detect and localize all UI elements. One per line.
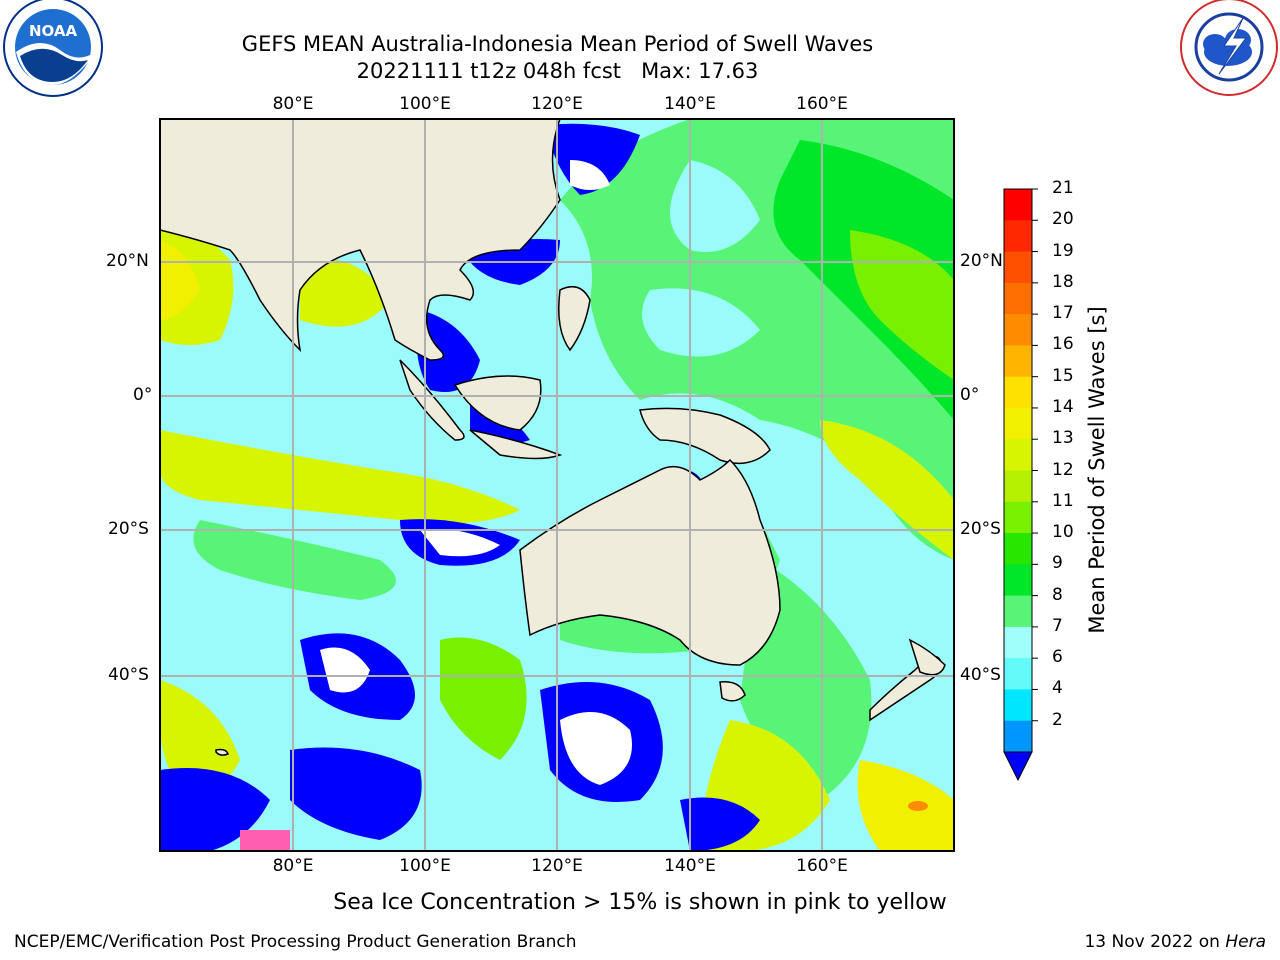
colorbar-tick-label: 2 xyxy=(1052,709,1063,730)
colorbar-tick-label: 21 xyxy=(1052,178,1074,198)
chart-title: GEFS MEAN Australia-Indonesia Mean Perio… xyxy=(241,32,874,56)
lon-label-top-100e: 100°E xyxy=(399,94,451,114)
colorbar xyxy=(1003,188,1038,782)
noaa-logo-text: NOAA xyxy=(29,22,78,40)
lon-label-top-140e: 140°E xyxy=(664,94,716,114)
branch-credit: NCEP/EMC/Verification Post Processing Pr… xyxy=(14,932,577,952)
colorbar-segment xyxy=(1004,439,1032,471)
lon-label-bottom-120e: 120°E xyxy=(531,856,583,876)
colorbar-segment xyxy=(1004,251,1032,284)
lon-label-top-160e: 160°E xyxy=(796,94,848,114)
colorbar-segment xyxy=(1004,533,1032,565)
lon-label-bottom-160e: 160°E xyxy=(796,856,848,876)
colorbar-tick-label: 18 xyxy=(1052,271,1074,292)
colorbar-segment xyxy=(1004,345,1032,378)
noaa-logo: NOAA xyxy=(3,0,103,97)
colorbar-segment xyxy=(1004,501,1032,534)
colorbar-segment xyxy=(1004,564,1032,597)
lon-label-top-80e: 80°E xyxy=(272,94,314,114)
lon-label-top-120e: 120°E xyxy=(531,94,583,114)
swell-period-field xyxy=(160,119,954,851)
chart-subtitle: 20221111 t12z 048h fcst Max: 17.63 xyxy=(356,59,759,83)
colorbar-tick-label: 7 xyxy=(1052,615,1063,636)
colorbar-tick-label: 14 xyxy=(1052,396,1074,417)
host-name: Hera xyxy=(1225,932,1266,952)
colorbar-tick-label: 15 xyxy=(1052,365,1074,386)
colorbar-tick-label: 11 xyxy=(1052,490,1074,511)
colorbar-segment xyxy=(1004,314,1032,346)
lat-label-right-20s: 20°S xyxy=(960,519,1001,539)
lat-label-left-20s: 20°S xyxy=(108,519,149,539)
lon-label-bottom-100e: 100°E xyxy=(399,856,451,876)
colorbar-tick-label: 20 xyxy=(1052,209,1074,230)
colorbar-tick-label: 13 xyxy=(1052,428,1074,449)
colorbar-tick-label: 12 xyxy=(1052,459,1074,480)
colorbar-tick-label: 4 xyxy=(1052,678,1063,699)
lat-label-left-0: 0° xyxy=(133,385,153,405)
lat-label-left-20n: 20°N xyxy=(106,251,149,271)
colorbar-label: Mean Period of Swell Waves [s] xyxy=(1085,306,1109,634)
lon-label-bottom-80e: 80°E xyxy=(272,856,314,876)
colorbar-segment xyxy=(1004,595,1032,628)
sea-ice-note: Sea Ice Concentration > 15% is shown in … xyxy=(333,890,947,915)
map-frame xyxy=(159,118,955,852)
colorbar-tick-label: 19 xyxy=(1052,240,1074,261)
colorbar-tick-label: 17 xyxy=(1052,303,1074,324)
land-masses xyxy=(160,119,946,756)
lat-label-right-0: 0° xyxy=(960,385,980,405)
colorbar-segment xyxy=(1004,376,1032,409)
colorbar-segment xyxy=(1004,189,1032,221)
colorbar-extend-triangle xyxy=(1003,751,1033,782)
lat-label-right-20n: 20°N xyxy=(960,251,1003,271)
colorbar-tick-label: 6 xyxy=(1052,647,1063,668)
colorbar-segment xyxy=(1004,407,1032,440)
colorbar-segment xyxy=(1004,470,1032,503)
nws-logo xyxy=(1180,0,1278,96)
generation-date: 13 Nov 2022 on Hera xyxy=(1084,932,1266,952)
colorbar-segment xyxy=(1004,689,1032,722)
date-text: 13 Nov 2022 on xyxy=(1084,932,1226,952)
colorbar-tick-label: 10 xyxy=(1052,522,1074,543)
colorbar-segment xyxy=(1004,220,1032,253)
map-gridlines xyxy=(160,119,954,851)
colorbar-tick-label: 8 xyxy=(1052,584,1063,605)
lat-label-right-40s: 40°S xyxy=(960,665,1001,685)
colorbar-tick-label: 9 xyxy=(1052,553,1063,574)
colorbar-segment xyxy=(1004,282,1032,315)
colorbar-segment xyxy=(1004,626,1032,659)
lat-label-left-40s: 40°S xyxy=(108,665,149,685)
colorbar-segment xyxy=(1004,658,1032,690)
lon-label-bottom-140e: 140°E xyxy=(664,856,716,876)
colorbar-segment xyxy=(1004,720,1032,753)
colorbar-tick-label: 16 xyxy=(1052,334,1074,355)
